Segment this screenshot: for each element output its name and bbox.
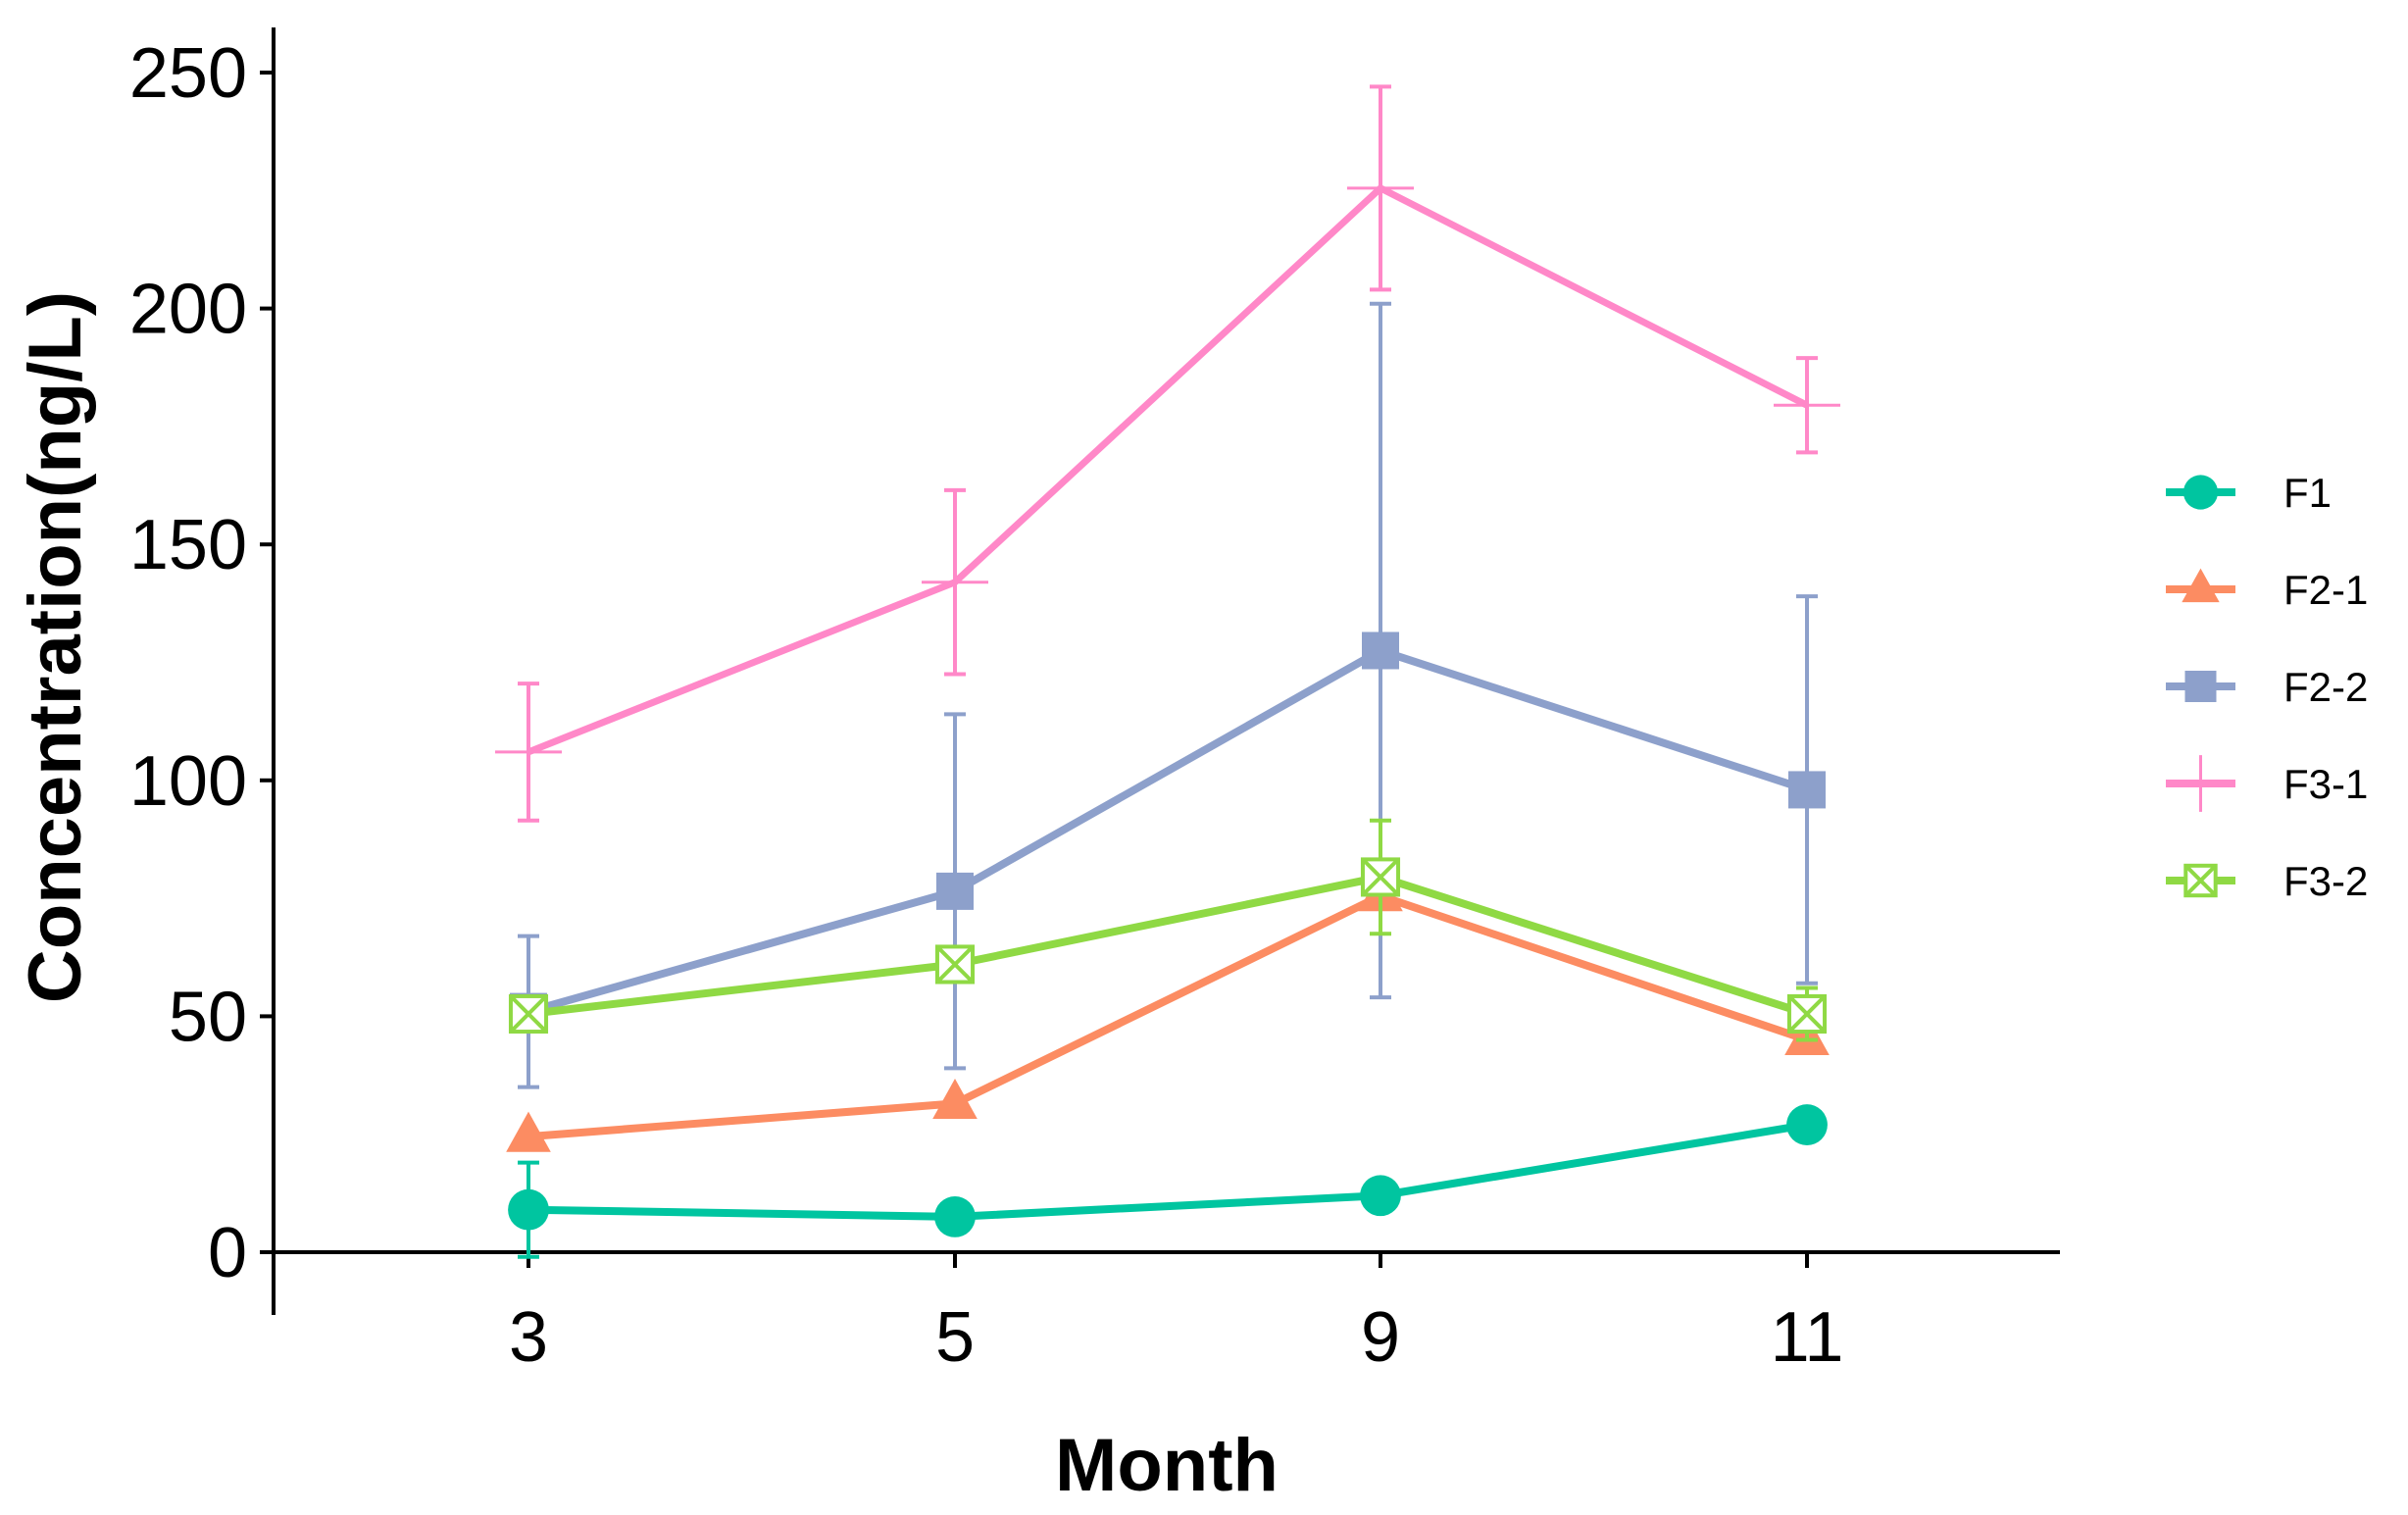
x-axis-title: Month bbox=[1055, 1424, 1279, 1507]
data-point bbox=[934, 1196, 976, 1237]
series-layer bbox=[495, 84, 1840, 1259]
data-point bbox=[1347, 154, 1414, 222]
legend-marker bbox=[2183, 863, 2218, 898]
series-line bbox=[527, 891, 1809, 1141]
data-point bbox=[1786, 993, 1828, 1035]
legend-marker bbox=[2182, 568, 2220, 603]
legend-marker bbox=[2172, 755, 2230, 812]
x-tick-label: 9 bbox=[1361, 1298, 1400, 1377]
data-point bbox=[932, 1078, 978, 1120]
data-point bbox=[1786, 1104, 1828, 1145]
data-point bbox=[508, 1188, 549, 1231]
legend-label: F3-1 bbox=[2283, 761, 2368, 807]
legend-label: F3-2 bbox=[2283, 858, 2368, 904]
data-point bbox=[1360, 1175, 1401, 1217]
data-point bbox=[1774, 372, 1840, 439]
legend-item: F3-1 bbox=[2166, 755, 2368, 812]
data-point bbox=[506, 1111, 551, 1152]
data-point bbox=[1362, 631, 1399, 670]
data-point bbox=[495, 718, 562, 785]
series-f2-2 bbox=[510, 301, 1826, 1089]
y-tick-label: 50 bbox=[169, 978, 247, 1056]
y-tick-label: 100 bbox=[129, 742, 247, 821]
legend-label: F1 bbox=[2283, 470, 2332, 516]
legend-item: F2-1 bbox=[2166, 567, 2368, 613]
y-tick-label: 150 bbox=[129, 506, 247, 584]
y-tick-label: 200 bbox=[129, 271, 247, 349]
series-line bbox=[527, 873, 1809, 1018]
data-point bbox=[508, 993, 549, 1035]
legend-label: F2-2 bbox=[2283, 664, 2368, 710]
legend-item: F1 bbox=[2166, 470, 2332, 516]
y-tick-label: 0 bbox=[208, 1214, 247, 1292]
x-tick-label: 5 bbox=[935, 1298, 975, 1377]
series-line bbox=[527, 646, 1809, 1016]
data-point bbox=[934, 944, 976, 985]
series-f3-2 bbox=[508, 818, 1828, 1042]
data-point bbox=[922, 548, 988, 616]
series-line bbox=[527, 184, 1809, 756]
x-axis-ticks: 3 5 9 11 bbox=[509, 1252, 1843, 1377]
legend-marker bbox=[2184, 671, 2217, 702]
y-axis-ticks: 0 50 100 150 200 250 bbox=[129, 34, 274, 1292]
data-point bbox=[1360, 857, 1401, 897]
legend-item: F2-2 bbox=[2166, 664, 2368, 710]
y-tick-label: 250 bbox=[129, 34, 247, 113]
legend-label: F2-1 bbox=[2283, 567, 2368, 613]
series-line bbox=[527, 1121, 1808, 1221]
data-point bbox=[936, 872, 974, 910]
legend-marker bbox=[2182, 475, 2219, 510]
y-axis-title: Concentration(ng/L) bbox=[14, 291, 97, 1003]
data-point bbox=[1788, 771, 1826, 809]
legend: F1 F2-1 F2-2 F3-1 F3-2 bbox=[2166, 470, 2368, 904]
x-tick-label: 3 bbox=[509, 1298, 548, 1377]
series-f1 bbox=[508, 1104, 1828, 1259]
legend-item: F3-2 bbox=[2166, 858, 2368, 904]
series-f3-1 bbox=[495, 84, 1840, 823]
x-tick-label: 11 bbox=[1771, 1298, 1844, 1377]
